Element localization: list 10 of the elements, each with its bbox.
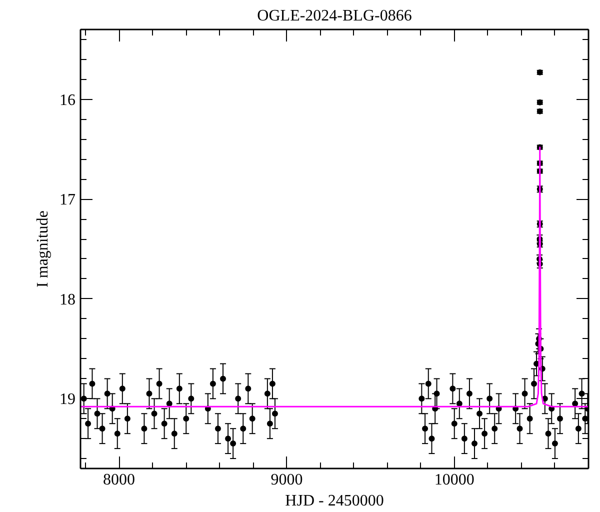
y-tick-label: 19 bbox=[60, 391, 76, 408]
x-tick-label: 8000 bbox=[103, 472, 136, 488]
x-tick-label: 10000 bbox=[434, 472, 474, 488]
chart-title: OGLE-2024-BLG-0866 bbox=[257, 8, 412, 24]
y-tick-label: 18 bbox=[60, 291, 76, 308]
y-tick-label: 16 bbox=[60, 92, 76, 109]
x-axis-title: HJD - 2450000 bbox=[285, 492, 384, 510]
x-tick-label: 9000 bbox=[270, 472, 303, 488]
y-tick-label: 17 bbox=[60, 192, 76, 209]
y-axis-title: I magnitude bbox=[34, 210, 52, 288]
